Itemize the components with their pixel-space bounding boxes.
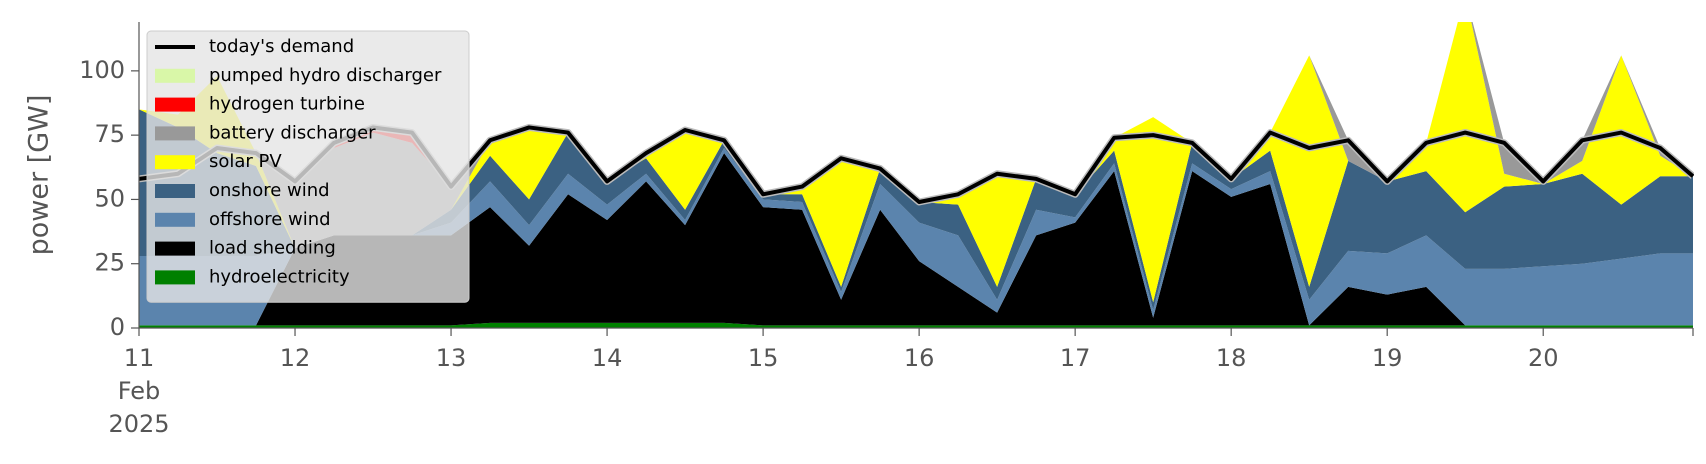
x-tick-label: 20 xyxy=(1528,344,1559,372)
legend-swatch xyxy=(155,184,195,198)
x-tick-label: 13 xyxy=(436,344,467,372)
area xyxy=(139,109,1693,310)
legend-label: battery discharger xyxy=(209,122,376,143)
legend-label: onshore wind xyxy=(209,180,330,201)
legend-swatch xyxy=(155,241,195,256)
legend-label: today's demand xyxy=(209,36,354,57)
y-tick-label: 50 xyxy=(94,184,125,212)
x-tick-label: 11 Feb 2025 xyxy=(108,344,169,438)
legend-label: solar PV xyxy=(209,151,282,172)
y-tick-label: 75 xyxy=(94,120,125,148)
legend-label: load shedding xyxy=(209,238,336,259)
legend-swatch xyxy=(155,126,195,141)
y-axis-label: power [GW] xyxy=(24,95,55,256)
area xyxy=(139,322,1693,328)
legend-label: pumped hydro discharger xyxy=(209,65,442,86)
legend-label: offshore wind xyxy=(209,209,331,230)
x-tick-label: 12 xyxy=(280,344,311,372)
x-tick-label: 18 xyxy=(1216,344,1247,372)
y-tick-label: 25 xyxy=(94,249,125,277)
legend-label: hydrogen turbine xyxy=(209,94,365,115)
area xyxy=(139,22,1693,303)
legend-swatch xyxy=(155,155,195,170)
area xyxy=(139,148,1693,326)
x-tick-label: 15 xyxy=(748,344,779,372)
legend-box xyxy=(146,30,470,303)
y-tick-label: 100 xyxy=(79,56,125,84)
legend-swatch xyxy=(155,97,195,112)
legend-swatch xyxy=(155,270,195,285)
legend-label: hydroelectricity xyxy=(209,266,350,287)
area xyxy=(139,153,1693,326)
y-tick-label: 0 xyxy=(110,313,125,341)
x-tick-label: 19 xyxy=(1372,344,1403,372)
x-tick-label: 14 xyxy=(592,344,623,372)
x-tick-label: 17 xyxy=(1060,344,1091,372)
x-tick-label: 16 xyxy=(904,344,935,372)
legend-swatch xyxy=(155,212,195,227)
legend-swatch xyxy=(155,68,195,83)
